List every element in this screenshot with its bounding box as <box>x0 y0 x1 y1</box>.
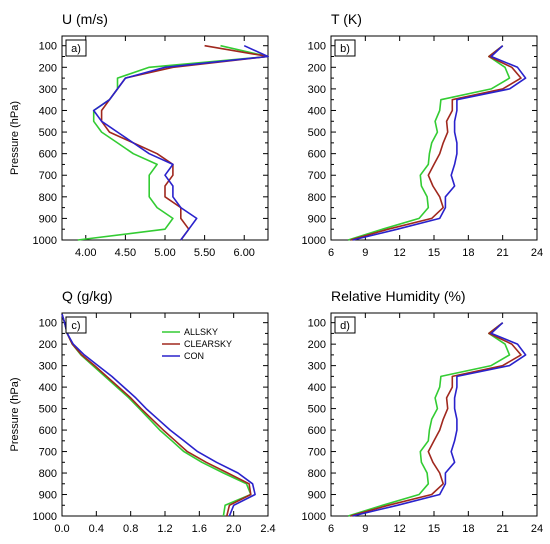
series-line-con <box>352 322 527 517</box>
y-tick-label: 100 <box>39 318 57 330</box>
y-tick-label: 400 <box>308 382 326 394</box>
y-tick-label: 900 <box>39 213 57 225</box>
series-line-con <box>352 45 527 241</box>
x-tick-label: 1.6 <box>192 523 207 535</box>
panel-label: d) <box>340 320 350 332</box>
y-axis-label: Pressure (hPa) <box>9 101 21 175</box>
y-tick-label: 700 <box>39 447 57 459</box>
y-tick-label: 200 <box>308 62 326 74</box>
y-tick-label: 900 <box>308 490 326 502</box>
x-tick-label: 15 <box>428 247 440 259</box>
y-tick-label: 700 <box>308 170 326 182</box>
x-tick-label: 5.50 <box>194 247 215 259</box>
legend-label: CLEARSKY <box>184 339 232 349</box>
y-tick-label: 100 <box>308 318 326 330</box>
series-line-con <box>61 313 256 517</box>
x-tick-label: 9 <box>362 523 368 535</box>
panel-title: T (K) <box>331 11 362 27</box>
x-tick-label: 2.0 <box>226 523 241 535</box>
x-tick-label: 6 <box>328 247 334 259</box>
panel-label-box <box>65 39 87 57</box>
y-tick-label: 300 <box>308 84 326 96</box>
y-tick-label: 400 <box>308 105 326 117</box>
series-line-allsky <box>347 45 511 241</box>
panel-4: Relative Humidity (%) 100 200 300 400 500 600 7… <box>302 288 544 535</box>
x-tick-label: 0.8 <box>123 523 138 535</box>
y-tick-label: 800 <box>39 192 57 204</box>
panel-label-box <box>65 316 87 334</box>
x-tick-label: 9 <box>362 247 368 259</box>
legend-label: ALLSKY <box>184 327 218 337</box>
y-tick-label: 200 <box>308 339 326 351</box>
y-tick-label: 1000 <box>33 511 57 523</box>
panel-label: b) <box>340 43 350 55</box>
x-tick-label: 12 <box>394 247 406 259</box>
y-tick-label: 500 <box>39 404 57 416</box>
y-tick-label: 600 <box>39 425 57 437</box>
x-tick-label: 21 <box>497 247 509 259</box>
x-tick-label: 21 <box>497 523 509 535</box>
x-tick-label: 0.0 <box>54 523 69 535</box>
panel-label: c) <box>71 320 80 332</box>
x-tick-label: 24 <box>531 247 543 259</box>
y-tick-label: 800 <box>308 192 326 204</box>
series-line-con <box>92 44 269 241</box>
y-tick-label: 800 <box>39 468 57 480</box>
y-tick-label: 1000 <box>33 235 57 247</box>
y-tick-label: 900 <box>39 490 57 502</box>
series-line-clearsky <box>350 45 522 241</box>
y-tick-label: 300 <box>308 361 326 373</box>
y-tick-label: 900 <box>308 213 326 225</box>
y-tick-label: 600 <box>308 425 326 437</box>
panel-label-box <box>334 316 356 334</box>
y-tick-label: 700 <box>308 447 326 459</box>
panel-title: U (m/s) <box>62 11 108 27</box>
x-tick-label: 18 <box>462 247 474 259</box>
x-tick-label: 15 <box>428 523 440 535</box>
series-line-allsky <box>77 44 269 241</box>
panel-1: U (m/s) Pressure (hPa) 100 200 300 400 500 600 7… <box>9 11 269 259</box>
y-tick-label: 100 <box>39 41 57 53</box>
x-tick-label: 12 <box>394 523 406 535</box>
series-line-allsky <box>347 322 511 517</box>
series-line-clearsky <box>61 313 252 517</box>
y-tick-label: 200 <box>39 62 57 74</box>
y-tick-label: 700 <box>39 170 57 182</box>
panel-label-box <box>334 39 356 57</box>
x-tick-label: 6.00 <box>234 247 255 259</box>
y-tick-label: 1000 <box>302 235 326 247</box>
legend: ALLSKY CLEARSKY CON <box>162 327 232 361</box>
y-tick-label: 100 <box>308 41 326 53</box>
y-tick-label: 400 <box>39 105 57 117</box>
y-tick-label: 600 <box>308 149 326 161</box>
x-tick-label: 4.00 <box>75 247 96 259</box>
y-tick-label: 600 <box>39 149 57 161</box>
x-tick-label: 0.4 <box>89 523 104 535</box>
y-tick-label: 500 <box>308 404 326 416</box>
x-tick-label: 18 <box>462 523 474 535</box>
x-tick-label: 5.00 <box>154 247 175 259</box>
y-tick-label: 1000 <box>302 511 326 523</box>
x-tick-label: 24 <box>531 523 543 535</box>
y-tick-label: 300 <box>39 84 57 96</box>
y-tick-label: 500 <box>308 127 326 139</box>
y-tick-label: 800 <box>308 468 326 480</box>
y-tick-label: 300 <box>39 361 57 373</box>
y-tick-label: 500 <box>39 127 57 139</box>
legend-label: CON <box>184 351 204 361</box>
x-tick-label: 4.50 <box>115 247 136 259</box>
panel-title: Q (g/kg) <box>62 288 113 304</box>
x-tick-label: 6 <box>328 523 334 535</box>
panel-3: Q (g/kg) Pressure (hPa) 100 200 300 400 500 600… <box>9 288 276 535</box>
panel-title: Relative Humidity (%) <box>331 288 466 304</box>
y-tick-label: 400 <box>39 382 57 394</box>
y-axis-label: Pressure (hPa) <box>9 378 21 452</box>
x-tick-label: 1.2 <box>157 523 172 535</box>
panel-label: a) <box>71 43 81 55</box>
x-tick-label: 2.4 <box>260 523 275 535</box>
y-tick-label: 200 <box>39 339 57 351</box>
series-line-clearsky <box>350 322 522 517</box>
